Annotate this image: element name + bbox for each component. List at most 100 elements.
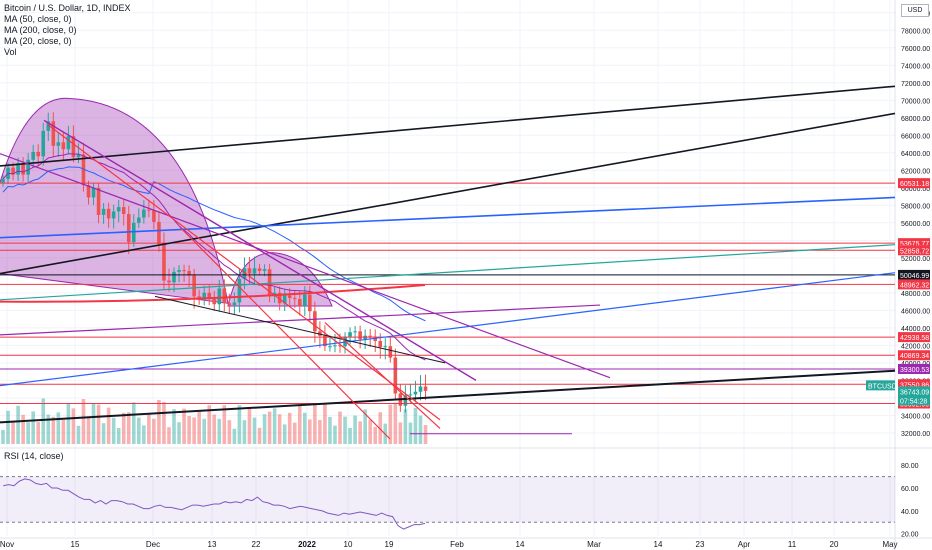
trend-line [0,369,896,424]
volume-bar [152,418,156,444]
price-tick-label: 70000.00 [901,98,930,105]
countdown-label: 07:54:28 [900,398,927,405]
volume-bar [277,414,282,444]
volume-bar [157,400,161,444]
level-tag-label: 48962.32 [900,282,929,289]
ma200-line [0,283,426,303]
level-tag-label: 37550.86 [900,382,929,389]
price-tick-label: 48000.00 [901,291,930,298]
candle-body [358,331,362,340]
volume-bar [106,407,111,444]
candle-body [292,298,297,300]
study-vol-label[interactable]: Vol [4,47,17,57]
candle-body [313,311,317,332]
candle-body [277,292,282,304]
candle-body [152,210,156,222]
candle-body [413,391,418,395]
study-ma200-label[interactable]: MA (200, close, 0) [4,25,77,35]
volume-bar [323,403,327,444]
volume-bar [247,408,252,444]
time-axis[interactable]: Nov 15 Dec 13 22 2022 10 19 Feb 14 Mar 14 23 Apr 11 20 M… [0,540,898,549]
trend-line [179,226,391,440]
time-tick-label: 10 [344,540,353,549]
time-tick-label: May [882,540,897,549]
volume-bar [393,402,398,444]
volume-bar [142,425,146,444]
volume-bar [51,416,56,444]
trend-line [0,272,896,387]
price-tick-label: 58000.00 [901,203,930,210]
volume-bar [6,410,10,444]
price-tick-label: 52000.00 [901,256,930,263]
currency-label[interactable]: USD [901,4,929,17]
volume-bar [423,425,428,444]
level-tag [898,269,930,280]
volume-bar [308,419,312,444]
volume-bar [343,416,347,444]
level-tag-label: 52858.72 [900,248,929,255]
volume-bar [187,416,191,444]
candle-body [61,142,66,150]
time-tick-label: 20 [830,540,839,549]
volume-bar [202,418,206,444]
price-tick-label: 60000.00 [901,186,930,193]
candle-body [76,154,81,158]
candle-body [217,288,222,305]
volume-bar [303,412,307,444]
volume-bar [348,428,352,444]
candle-body [111,211,116,219]
candle-body [96,187,101,215]
volume-bar [262,414,267,444]
volume-bar [267,411,272,444]
candle-body [333,345,337,347]
candle-body [106,208,111,219]
level-tag [898,279,930,290]
volume-bar [91,403,96,444]
trend-line [47,124,441,421]
volume-bar [76,425,81,444]
volume-bar [86,416,91,444]
candle-body [383,346,388,348]
volume-bar [147,414,151,444]
candle-body [86,185,91,198]
candle-body [121,207,126,215]
time-tick-label: 14 [654,540,663,549]
price-tick-label: 68000.00 [901,116,930,123]
trend-line [324,322,441,429]
price-tick-label: 42000.00 [901,343,930,350]
time-tick-label: 13 [208,540,217,549]
time-tick-label: Nov [0,540,14,549]
study-ma50-label[interactable]: MA (50, close, 0) [4,14,72,24]
volume-bar [36,422,41,444]
level-tag [898,245,930,256]
trend-line [0,304,601,336]
candle-body [318,331,322,336]
volume-bar [111,417,116,444]
price-tick-label: 66000.00 [901,133,930,140]
level-tag-label: 40869.34 [900,353,929,360]
candle-body [393,357,398,394]
candle-body [242,268,247,279]
time-tick-label: Mar [587,540,601,549]
candle-body [46,121,51,131]
price-tick-label: 56000.00 [901,221,930,228]
trend-line [0,85,896,167]
candle-body [142,209,146,218]
rsi-title[interactable]: RSI (14, close) [4,451,64,461]
candle-body [71,136,76,158]
volume-bar [242,420,247,444]
price-tick-label: 46000.00 [901,308,930,315]
candle-body [303,294,307,306]
candle-body [36,151,41,157]
trend-line [154,295,446,364]
price-tick-label: 74000.00 [901,63,930,70]
rsi-tick-label: 60.00 [901,486,919,493]
volume-bar [287,412,292,444]
volume-bar [41,398,46,444]
time-tick-label: 22 [252,540,261,549]
study-ma20-label[interactable]: MA (20, close, 0) [4,36,72,46]
candle-body [323,335,327,347]
